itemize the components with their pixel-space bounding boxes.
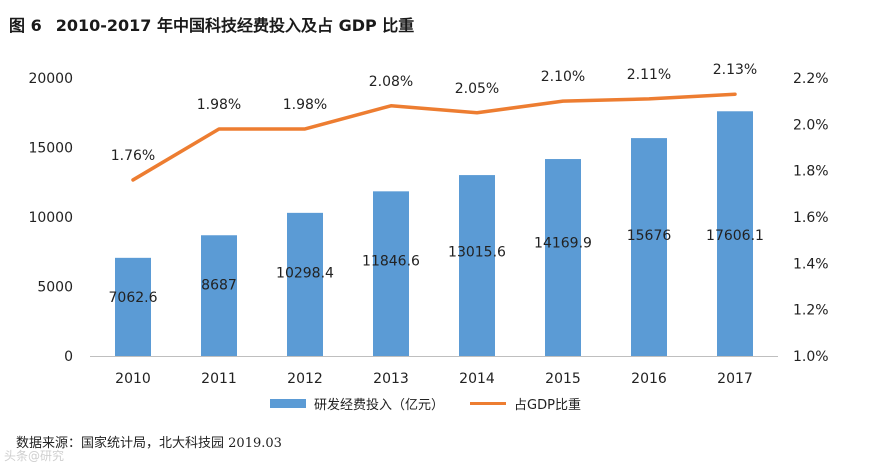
watermark: 头条@研究 (4, 449, 65, 463)
right-axis-tick-label: 1.4% (793, 256, 829, 272)
bar-data-label: 10298.4 (276, 265, 334, 281)
right-axis-tick-label: 1.0% (793, 349, 829, 365)
bar-data-label: 7062.6 (109, 290, 158, 306)
bar-data-label: 11846.6 (362, 253, 420, 269)
figure-title-text: 2010-2017 年中国科技经费投入及占 GDP 比重 (55, 16, 415, 35)
line-data-label: 1.98% (197, 97, 241, 113)
source-date: 2019.03 (228, 436, 282, 451)
source-note: 数据来源：国家统计局，北大科技园 2019.03 (16, 432, 282, 451)
left-axis-tick-label: 20000 (28, 71, 73, 87)
left-axis-tick-label: 5000 (37, 280, 73, 296)
source-text: 数据来源：国家统计局，北大科技园 (16, 436, 225, 451)
right-axis-tick-label: 1.6% (793, 210, 829, 226)
left-axis-tick-label: 10000 (28, 210, 73, 226)
legend-item-line: 占GDP比重 (470, 394, 581, 413)
left-axis-tick-label: 0 (64, 349, 73, 365)
bar (717, 111, 753, 356)
x-axis-tick-label: 2015 (545, 371, 581, 387)
bar-data-label: 14169.9 (534, 236, 592, 252)
legend-label-bar: 研发经费投入（亿元） (314, 398, 445, 413)
bar (545, 159, 581, 356)
line-data-label: 1.76% (111, 148, 155, 164)
x-axis-tick-label: 2013 (373, 371, 409, 387)
bar-data-label: 8687 (201, 278, 237, 294)
x-axis-tick-label: 2011 (201, 371, 237, 387)
right-axis-tick-label: 2.0% (793, 117, 829, 133)
line-series (131, 92, 737, 182)
bar (459, 175, 495, 356)
line-data-label: 2.13% (713, 62, 757, 78)
left-axis-tick-label: 15000 (28, 141, 73, 157)
line-data-label: 2.08% (369, 74, 413, 90)
line-data-label: 2.11% (627, 67, 671, 83)
x-axis-tick-label: 2017 (717, 371, 753, 387)
line-data-label: 1.98% (283, 97, 327, 113)
x-axis-tick-label: 2012 (287, 371, 323, 387)
bar-data-label: 17606.1 (706, 228, 764, 244)
x-axis-tick-label: 2014 (459, 371, 495, 387)
bar (373, 191, 409, 356)
bar (631, 138, 667, 356)
legend-item-bar: 研发经费投入（亿元） (270, 394, 444, 413)
bar-data-label: 15676 (627, 228, 672, 244)
bar-data-label: 13015.6 (448, 244, 506, 260)
legend-label-line: 占GDP比重 (514, 398, 581, 413)
bar (287, 212, 323, 356)
x-axis-tick-label: 2010 (115, 371, 151, 387)
bar (115, 257, 151, 356)
right-axis-tick-label: 1.2% (793, 303, 829, 319)
line-data-label: 2.05% (455, 81, 499, 97)
chart-title: 图 6 2010-2017 年中国科技经费投入及占 GDP 比重 (9, 12, 414, 36)
line-data-label: 2.10% (541, 69, 585, 85)
figure-number: 图 6 (9, 16, 42, 35)
chart-legend: 研发经费投入（亿元） 占GDP比重 (270, 394, 607, 413)
legend-swatch-bar (270, 399, 306, 408)
x-axis-tick-label: 2016 (631, 371, 667, 387)
right-axis-tick-label: 1.8% (793, 164, 829, 180)
bar (201, 235, 237, 356)
legend-swatch-line (470, 402, 507, 405)
right-axis-tick-label: 2.2% (793, 71, 829, 87)
